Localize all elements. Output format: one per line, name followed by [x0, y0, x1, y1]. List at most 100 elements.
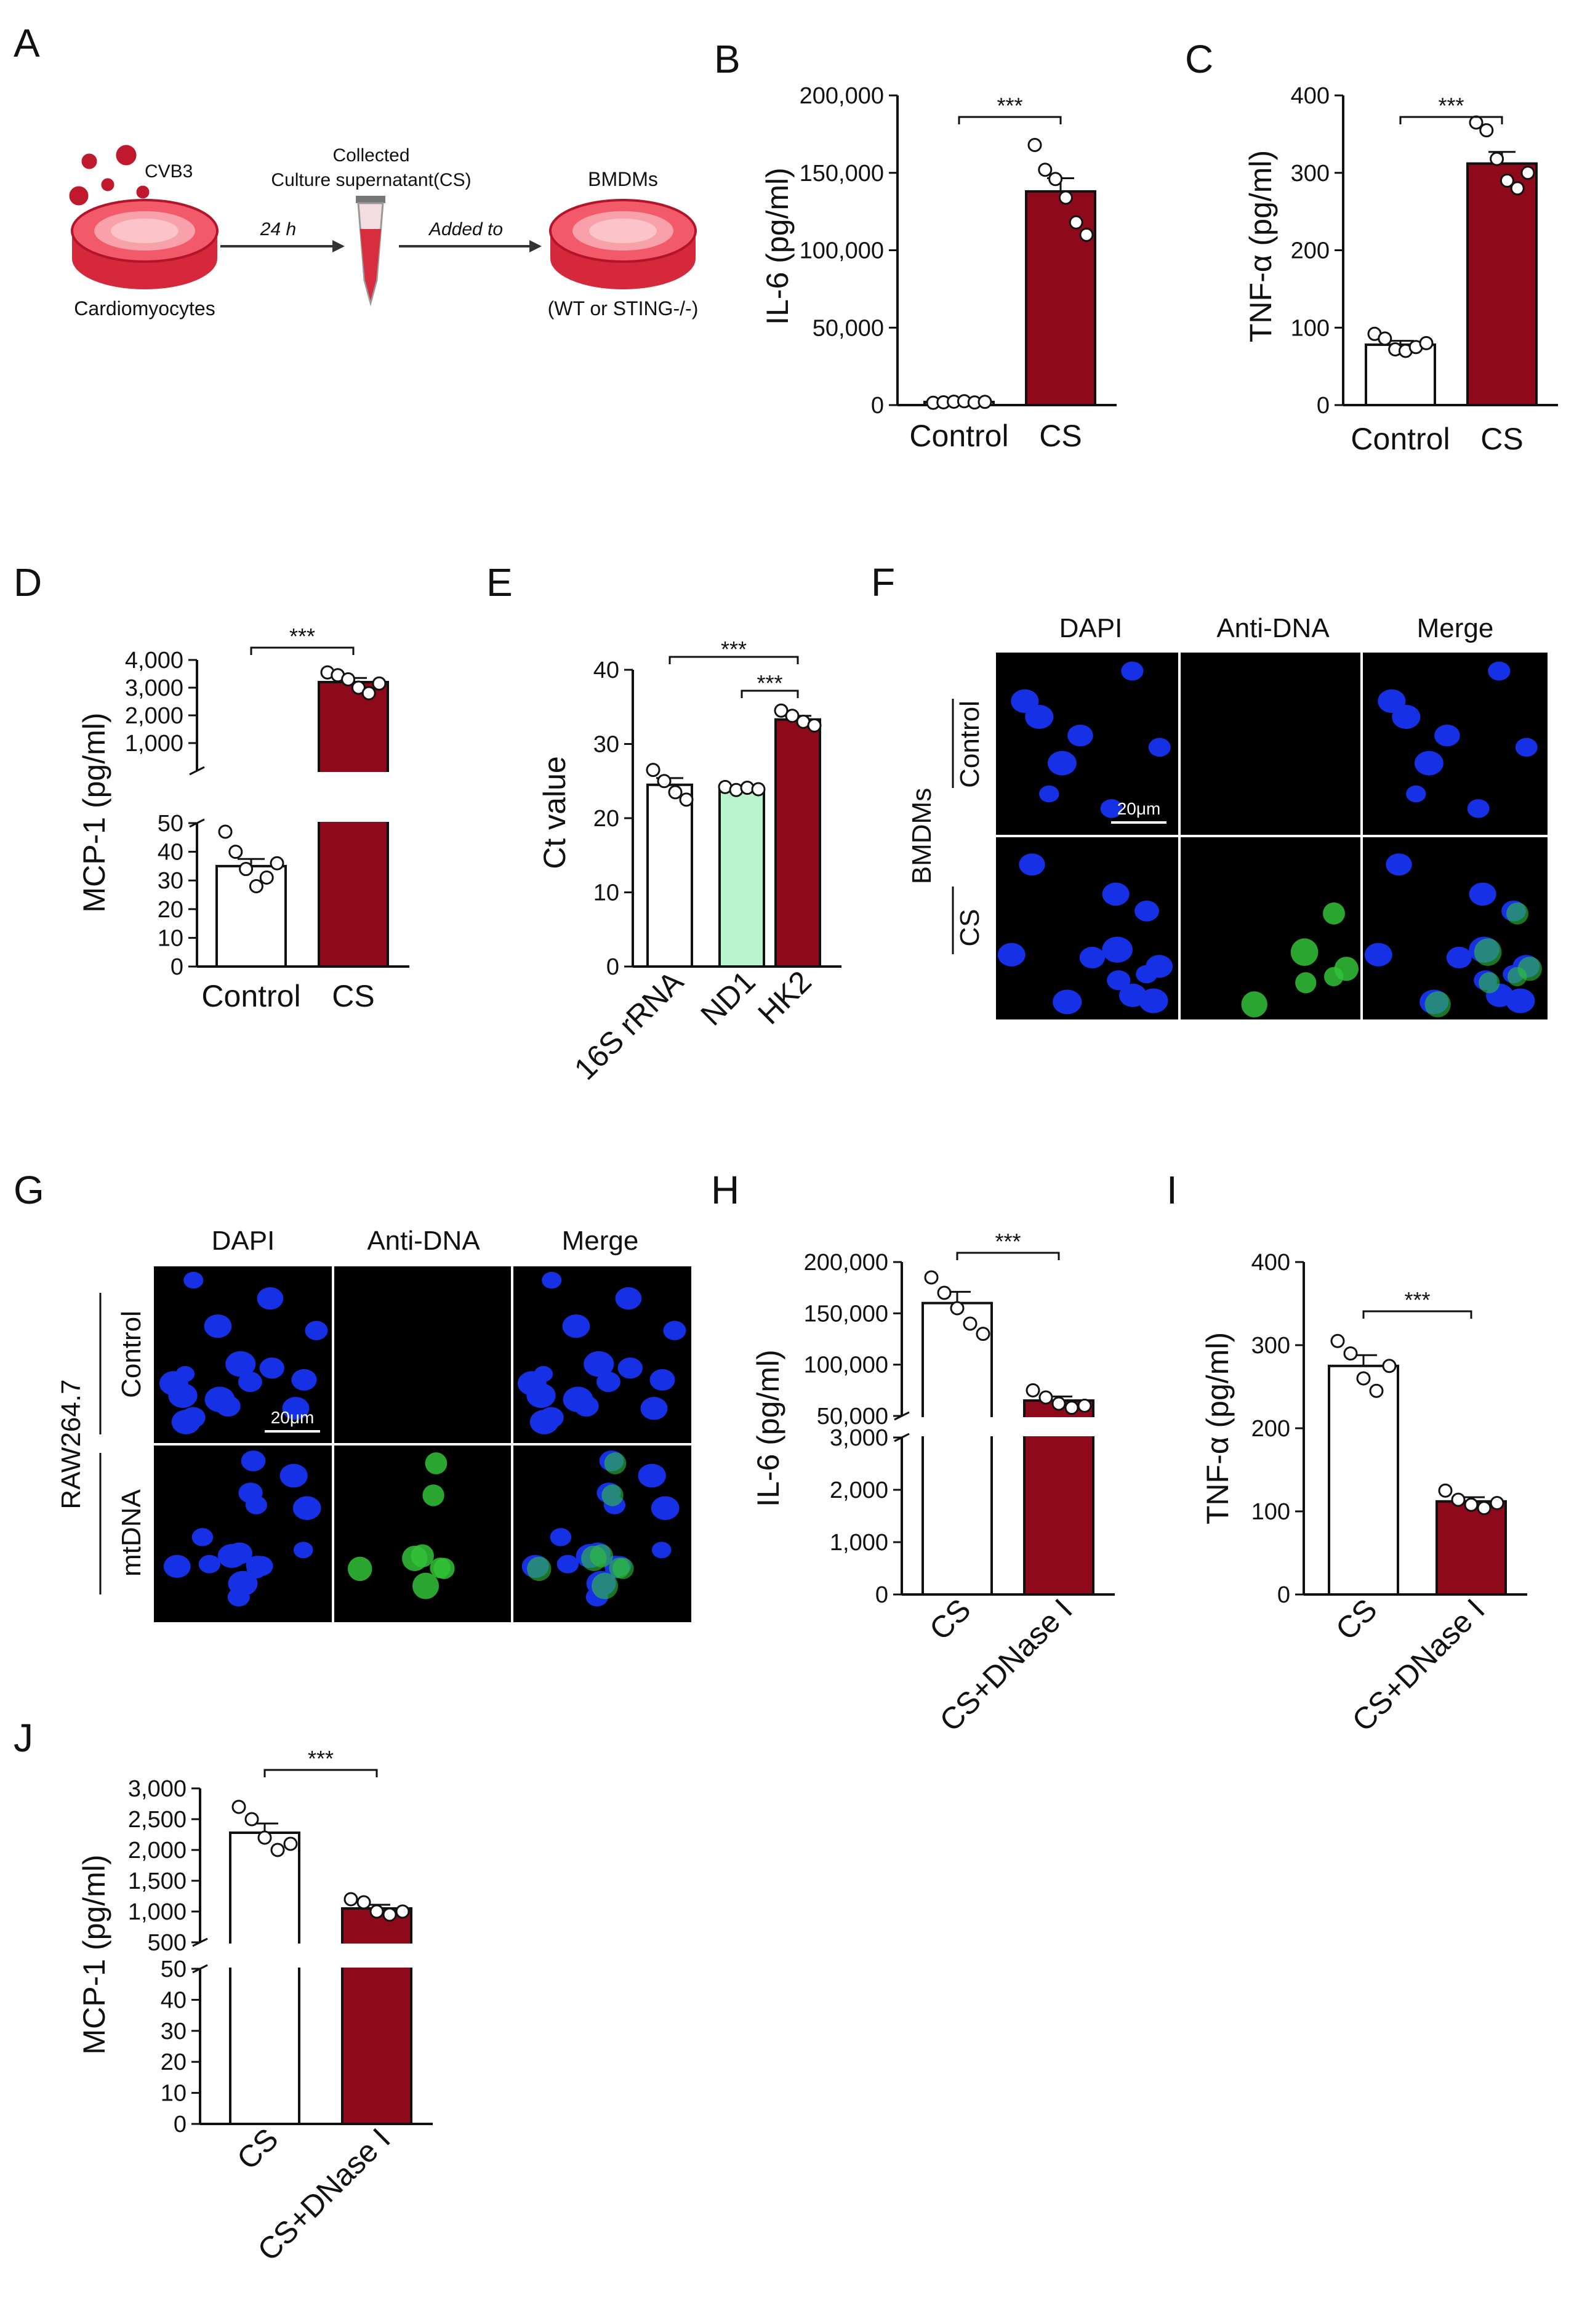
data-point [774, 703, 789, 718]
data-point [937, 1285, 952, 1300]
nucleus [293, 1542, 313, 1559]
data-point [950, 1301, 965, 1316]
axis-break-mark [894, 1411, 910, 1421]
arrow-1-head [332, 240, 345, 252]
nucleus [1053, 989, 1082, 1015]
bar-cs-dnase-i [341, 1907, 412, 2125]
g-row-control: Control [116, 1311, 147, 1398]
y-tick-label: 50,000 [813, 315, 884, 341]
nucleus [259, 1357, 284, 1379]
dna-signal [425, 1452, 448, 1474]
y-tick-label: 0 [1277, 1582, 1290, 1608]
dna-signal [1290, 938, 1319, 966]
data-point [729, 782, 744, 797]
nucleus [562, 1314, 590, 1338]
y-tick-label: 400 [1291, 83, 1330, 109]
dna-signal [422, 1484, 444, 1506]
y-tick-label: 150,000 [800, 161, 884, 187]
y-tick-label: 200 [1251, 1416, 1290, 1442]
data-point [343, 1892, 358, 1907]
nucleus [1364, 943, 1392, 967]
data-point [249, 879, 263, 894]
panel-letters: A B C D E F G H I J [14, 21, 1213, 1760]
y-tick-label: 1,000 [128, 1899, 187, 1925]
data-point [1520, 166, 1535, 180]
nucleus [1446, 946, 1472, 968]
data-point [395, 1904, 410, 1919]
data-point [218, 824, 233, 839]
significance-label: *** [1404, 1287, 1430, 1313]
data-point [1369, 1383, 1384, 1398]
nucleus [227, 1542, 253, 1564]
data-point [270, 856, 284, 870]
data-point [369, 1904, 384, 1919]
bar-cs [921, 1301, 993, 1596]
y-tick-label: 100,000 [804, 1353, 888, 1378]
data-point [1069, 215, 1083, 230]
nucleus [292, 1496, 321, 1521]
panel-a-schematic: CVB3 Cardiomyocytes 24 h Collected Cultu… [69, 145, 698, 320]
nucleus [1079, 946, 1106, 968]
bar-cs-dnase-i [1435, 1500, 1507, 1596]
collected-label-1: Collected [332, 145, 409, 166]
f-scale-bar: 20μm [1111, 799, 1166, 824]
f-scale-label: 20μm [1117, 799, 1161, 818]
y-tick-label: 0 [871, 393, 884, 419]
y-tick-label: 40 [158, 840, 183, 866]
dna-signal [1479, 972, 1500, 994]
nucleus [1506, 988, 1535, 1013]
panel-f-micrographs: DAPI Anti-DNA Merge 20μm Control CS BMDM… [907, 613, 1548, 1019]
panel-letter-g: G [14, 1168, 44, 1212]
data-point [361, 686, 376, 701]
axis-break-gap [202, 1944, 435, 1968]
g-row-mtdna: mtDNA [116, 1489, 147, 1576]
data-point [231, 1799, 246, 1814]
x-tick-label: CS [1480, 422, 1523, 456]
y-tick-label: 40 [593, 657, 619, 683]
nucleus [1386, 853, 1412, 876]
nucleus [305, 1321, 328, 1341]
nucleus [596, 1372, 620, 1393]
nucleus [1107, 970, 1131, 991]
nucleus [1469, 882, 1496, 906]
data-point [1027, 137, 1042, 152]
data-point [1464, 1497, 1479, 1512]
nucleus [245, 1495, 268, 1514]
significance-label: *** [289, 624, 315, 649]
nucleus [198, 1554, 221, 1574]
y-tick-label: 0 [171, 954, 183, 980]
g-grid-lines [154, 1266, 691, 1622]
nucleus [257, 1287, 284, 1310]
panel-letter-h: H [711, 1168, 739, 1212]
y-axis-label: MCP-1 (pg/ml) [77, 1854, 111, 2054]
nucleus [282, 1397, 310, 1420]
nucleus [649, 1369, 675, 1391]
bar-nd1 [718, 787, 765, 968]
nucleus [1414, 750, 1443, 776]
y-tick-label: 200,000 [804, 1250, 888, 1276]
axis-break-mark [894, 1433, 910, 1442]
nucleus [1019, 853, 1045, 876]
y-tick-label: 4,000 [125, 648, 183, 673]
g-scale-label: 20μm [271, 1408, 315, 1427]
y-tick-label: 200 [1291, 238, 1330, 264]
nucleus [225, 1351, 256, 1377]
data-point [270, 1843, 285, 1857]
virus-label: CVB3 [145, 161, 193, 182]
nucleus [550, 1528, 572, 1546]
nucleus [291, 1369, 317, 1391]
panel-letter-i: I [1166, 1168, 1178, 1212]
f-grid-lines [996, 653, 1548, 1019]
dna-signal [433, 1558, 455, 1579]
nucleus [663, 1321, 686, 1341]
data-point [1079, 227, 1094, 242]
bar-control [215, 864, 287, 968]
x-tick-label: HK2 [751, 964, 817, 1031]
nucleus [1102, 882, 1130, 906]
data-point [283, 1836, 298, 1851]
nucleus [183, 1271, 204, 1289]
nucleus [1121, 661, 1144, 681]
bar-16s-rrna [646, 783, 693, 968]
time-label: 24 h [260, 219, 296, 239]
